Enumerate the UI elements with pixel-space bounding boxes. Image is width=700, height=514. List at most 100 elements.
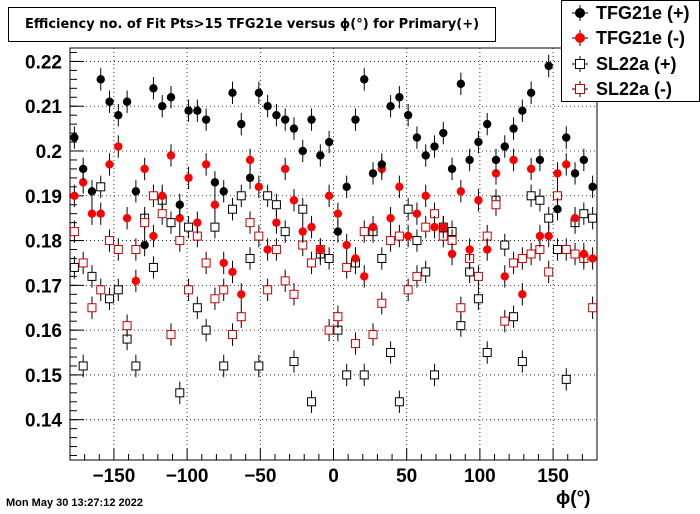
marker-square [166,330,176,340]
data-point [570,242,580,266]
data-point [535,148,545,172]
marker-circle [456,187,466,196]
data-point [535,189,545,212]
marker-square [526,249,536,259]
data-point [342,175,351,199]
marker-square [386,348,396,358]
marker-square [140,218,150,228]
marker-circle [500,272,509,281]
data-point [412,126,422,149]
data-point [465,148,474,172]
marker-square [500,316,510,326]
marker-square [544,213,554,223]
data-point [166,86,176,109]
data-point [500,233,510,257]
legend: TFG21e (+) TFG21e (-) SL22a (+) SL22a (-… [561,0,700,102]
data-point [324,247,334,270]
marker-circle [114,110,123,120]
data-point [483,112,492,136]
data-point [210,215,220,239]
legend-item-sl22a-plus: SL22a (+) [562,52,700,76]
marker-square [254,361,264,371]
data-point [105,90,114,113]
data-point [298,220,307,243]
marker-circle [518,106,527,115]
data-point [96,175,106,199]
marker-circle [570,169,580,178]
legend-label: SL22a (-) [596,79,673,99]
marker-circle [342,240,351,250]
timestamp: Mon May 30 13:27:12 2022 [6,497,143,509]
data-point [368,215,378,239]
data-point [113,238,123,261]
data-point [149,224,158,248]
marker-square [289,356,299,366]
data-point [359,220,369,243]
marker-circle [96,209,105,218]
y-tick-label: 0.19 [25,187,62,208]
marker-square [192,303,202,313]
data-point [210,193,220,216]
data-point [289,189,299,212]
data-point [351,108,360,131]
marker-square [456,303,466,313]
marker-square [342,262,352,272]
marker-circle [386,102,395,111]
marker-circle [351,115,360,124]
marker-circle [491,155,501,165]
marker-circle [114,142,123,151]
data-point [69,220,79,243]
marker-circle [78,164,88,174]
data-point [148,256,158,279]
marker-circle [421,191,430,200]
data-point [473,287,483,310]
data-point [237,283,246,306]
data-point [430,215,439,239]
data-point [351,247,360,270]
marker-circle [535,155,545,165]
data-point [193,211,202,234]
marker-circle [210,178,220,187]
marker-circle [526,88,536,97]
marker-circle [228,267,237,277]
marker-circle [465,155,474,165]
marker-square [552,245,562,255]
data-point [562,126,571,149]
marker-square [544,267,554,277]
data-point [509,251,519,275]
marker-circle [351,254,360,263]
data-point [210,287,220,310]
marker-circle [403,110,413,120]
marker-square [561,245,571,255]
marker-circle [280,164,290,174]
data-point [403,224,413,248]
data-point [421,184,430,207]
marker-square [386,236,396,246]
marker-circle [87,187,97,196]
data-point [184,99,193,122]
data-point [386,95,395,118]
marker-circle [289,196,299,205]
marker-circle [456,79,466,89]
data-point [579,148,589,172]
data-point [166,211,176,234]
marker-circle [166,151,176,160]
data-point [324,318,334,342]
data-point [552,238,562,261]
legend-item-sl22a-minus: SL22a (-) [562,77,700,101]
marker-square [579,209,589,219]
marker-circle [175,213,184,223]
marker-square [236,312,246,322]
marker-square [588,303,598,313]
y-tick-label: 0.17 [25,276,62,297]
marker-square [131,361,141,371]
marker-circle [447,164,457,174]
marker-square [368,330,378,340]
data-point [237,112,246,136]
data-point [263,184,273,207]
data-point [509,305,519,328]
data-point [473,265,483,288]
series-0 [70,54,597,257]
data-point [482,341,492,364]
data-point [254,81,264,104]
